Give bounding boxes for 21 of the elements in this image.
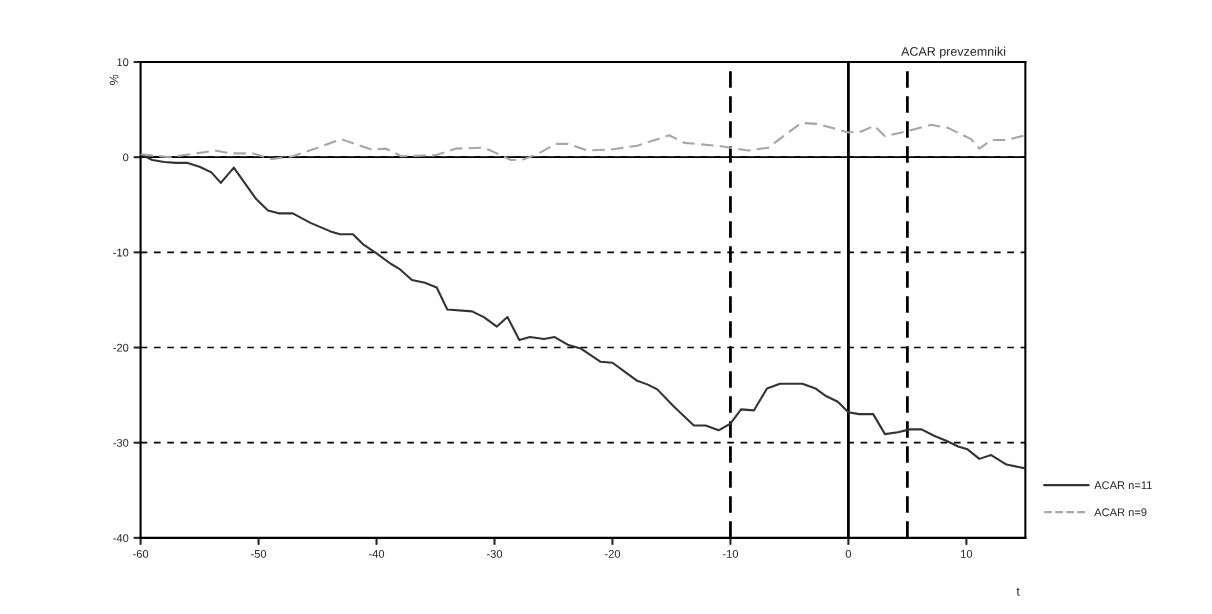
x-tick-label: 0 — [845, 549, 852, 558]
x-tick-label: -10 — [722, 549, 739, 558]
y-tick-label: -40 — [113, 534, 129, 542]
y-tick-label: -30 — [113, 438, 129, 447]
x-tick-label: 10 — [961, 549, 973, 558]
y-tick-label: 10 — [117, 58, 129, 67]
legend-label: ACAR n=11 — [1094, 481, 1152, 490]
y-axis-title: % — [109, 74, 119, 85]
x-axis-title: t — [1016, 587, 1020, 596]
x-tick-label: -20 — [604, 549, 621, 558]
x-tick-label: -60 — [133, 549, 149, 558]
x-tick-label: -30 — [486, 549, 503, 558]
x-tick-label: -40 — [368, 549, 385, 558]
x-tick-label: -50 — [251, 549, 267, 558]
y-tick-label: 0 — [123, 153, 129, 162]
chart-title: ACAR prevzemniki — [901, 46, 1006, 59]
y-tick-label: -20 — [113, 343, 129, 352]
y-tick-label: -10 — [113, 248, 129, 257]
line-series — [140, 121, 1026, 162]
legend-label: ACAR n=9 — [1094, 508, 1147, 517]
line-series — [140, 153, 1026, 470]
